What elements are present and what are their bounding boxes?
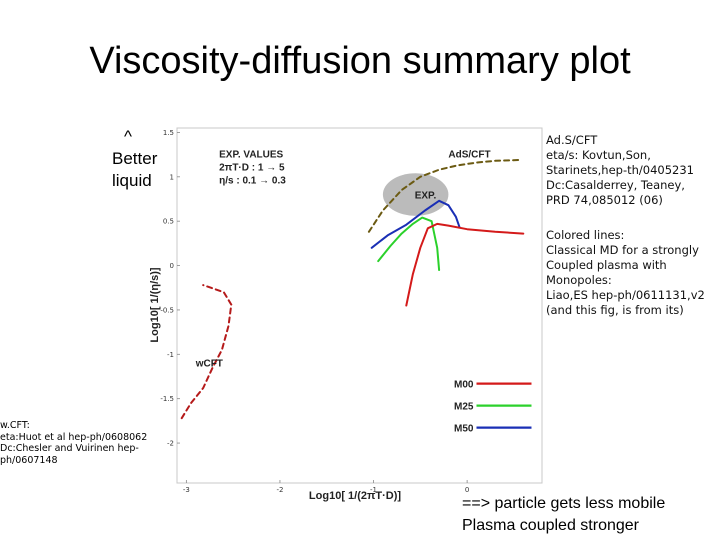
series-line-wcft [180,284,233,420]
colored-lines-reference: Colored lines: Classical MD for a strong… [546,228,718,318]
y-tick-label: 0 [170,262,174,270]
y-tick-label: -0.5 [160,306,174,314]
legend-label: M00 [454,380,474,391]
y-tick-label: -2 [167,440,174,448]
x-tick-label: -2 [276,486,283,494]
y-axis-ticks: 1.5 1 0.5 0 -0.5 -1 -1.5 -2 [160,129,180,448]
ref-line: Dc:Chesler and Vuirinen hep- [0,443,139,454]
x-tick-label: -3 [183,486,190,494]
exp-region: EXP. [382,173,449,216]
x-tick-label: 0 [465,486,469,494]
ref-line: eta/s: Kovtun,Son, [546,148,651,162]
plot-frame [176,127,543,484]
series-group [180,159,525,420]
y-axis-label: Log10[ 1/(η/s)] [149,267,161,343]
ref-line: Monopoles: [546,273,612,287]
ref-line: w.CFT: [0,420,30,431]
slide-title: Viscosity-diffusion summary plot [89,40,631,82]
y-tick-label: 0.5 [163,218,174,226]
annotation-label: wCFT [195,359,223,370]
exp-values-box: EXP. VALUES 2πT·D : 1 → 5 η/s : 0.1 → 0.3 [219,149,286,186]
legend-label: M50 [454,424,474,435]
exp-box-line: EXP. VALUES [219,149,283,160]
y-tick-label: -1.5 [160,395,174,403]
series-line-m50 [370,199,461,249]
wcft-reference: w.CFT: eta:Huot et al hep-ph/0608062 Dc:… [0,420,160,466]
x-axis-ticks: -3 -2 -1 0 [183,480,469,494]
y-tick-label: 1.5 [163,129,174,137]
ref-line: (and this fig, is from its) [546,303,684,317]
y-tick-label: -1 [167,351,174,359]
exp-box-line: 2πT·D : 1 → 5 [219,162,285,173]
ref-line: ph/0607148 [0,454,58,466]
annotations: AdS/CFT wCFT [195,149,491,369]
x-axis-label: Log10[ 1/(2πT·D)] [309,490,401,502]
series-line-m25 [377,216,441,271]
exp-box-line: η/s : 0.1 → 0.3 [219,175,286,186]
ref-line: Starinets,hep-th/0405231 [546,163,695,177]
ref-line: Dc:Casalderrey, Teaney, [546,178,685,192]
ref-line: Classical MD for a strongly [546,243,699,257]
conclusion-note: ==> particle gets less mobile Plasma cou… [462,493,665,537]
x-tick-label: -1 [370,486,377,494]
better-liquid-label: Better liquid [112,149,158,190]
ads-cft-reference: Ad.S/CFT eta/s: Kovtun,Son, Starinets,he… [546,133,716,208]
ref-line: Colored lines: [546,228,625,242]
ref-line: Coupled plasma with [546,258,667,272]
ref-line: eta:Huot et al hep-ph/0608062 [0,431,148,443]
better-liquid-note: ^ Better liquid [112,126,172,192]
annotation-label: AdS/CFT [448,149,490,160]
series-line-m00 [405,222,525,307]
ref-line: PRD 74,085012 (06) [546,193,663,207]
conclusion-line: ==> particle gets less mobile [462,495,666,512]
exp-region-label: EXP. [415,191,437,202]
legend: M00 M25 M50 [454,380,532,435]
y-tick-label: 1 [170,173,174,181]
ref-line: Ad.S/CFT [546,133,598,147]
up-caret: ^ [124,127,132,146]
series-line-ads-cft [367,159,520,233]
ref-line: Liao,ES hep-ph/0611131,v2 [546,288,705,302]
legend-label: M25 [454,402,474,413]
conclusion-line: Plasma coupled stronger [462,517,639,534]
